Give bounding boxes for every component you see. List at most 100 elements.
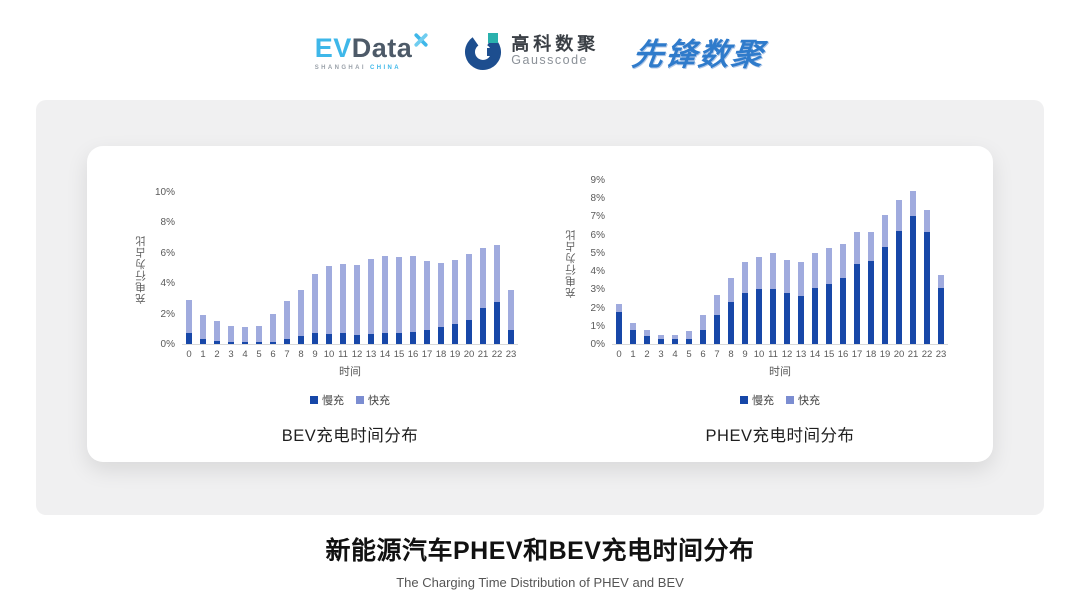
slow-charge-segment xyxy=(812,287,818,344)
slow-charge-segment xyxy=(480,307,486,344)
slow-charge-segment xyxy=(200,338,206,344)
fast-charge-segment xyxy=(326,265,332,335)
stacked-bar xyxy=(812,252,818,344)
gausscode-logo: 高科数聚 Gausscode xyxy=(463,31,599,71)
y-tick-label: 0% xyxy=(590,339,605,350)
stacked-bar xyxy=(728,277,734,344)
plot-area xyxy=(182,193,518,345)
slow-charge-segment xyxy=(326,334,332,344)
stacked-bar xyxy=(284,301,290,344)
y-tick-label: 2% xyxy=(590,302,605,314)
bar-slot xyxy=(850,181,864,344)
slow-charge-segment xyxy=(672,339,678,344)
slow-charge-segment xyxy=(466,319,472,344)
y-tick-label: 10% xyxy=(154,187,175,198)
slow-charge-segment xyxy=(798,295,804,344)
x-tick-label: 4 xyxy=(672,349,678,360)
stacked-bar xyxy=(784,260,790,344)
y-tick-label: 6% xyxy=(590,229,605,241)
y-tick-label: 9% xyxy=(590,175,605,186)
stacked-bar xyxy=(508,290,514,344)
fast-charge-segment xyxy=(686,331,692,339)
x-tick-label: 8 xyxy=(298,349,304,360)
slow-charge-segment xyxy=(508,329,514,344)
y-tick-label: 3% xyxy=(590,284,605,296)
x-tick-label: 17 xyxy=(421,349,433,360)
bev-chart: 充电行为占比 0% 2% 4% 6% 8% 10% 0 1 2 3 4 5 6 7 8 9 10 11 12 13 14 1… xyxy=(132,188,518,446)
bar-slot xyxy=(612,181,626,344)
y-tick-label: 5% xyxy=(590,247,605,259)
fast-charge-segment xyxy=(854,231,860,264)
slow-charge-segment xyxy=(644,335,650,344)
stacked-bar xyxy=(494,245,500,344)
fast-charge-swatch xyxy=(356,396,364,404)
x-tick-label: 21 xyxy=(907,349,919,360)
fast-charge-segment xyxy=(784,260,790,293)
x-axis-title: 时间 xyxy=(769,366,791,378)
fast-charge-swatch xyxy=(786,396,794,404)
bar-slot xyxy=(210,193,224,344)
bar-slot xyxy=(224,193,238,344)
evdata-sub-china: CHINA xyxy=(370,64,401,71)
stacked-bar xyxy=(658,334,664,344)
fast-charge-segment xyxy=(798,262,804,296)
fast-charge-segment xyxy=(658,334,664,340)
fast-charge-segment xyxy=(382,255,388,334)
y-axis: 0% 1% 2% 3% 4% 5% 6% 7% 8% 9% xyxy=(578,176,612,350)
slow-charge-segment xyxy=(494,302,500,344)
bar-slot xyxy=(864,181,878,344)
fast-charge-segment xyxy=(480,248,486,308)
x-tick-label: 23 xyxy=(935,349,947,360)
slow-charge-segment xyxy=(186,332,192,344)
y-axis-title: 充电行为占比 xyxy=(564,228,577,298)
bar-slot xyxy=(738,181,752,344)
stacked-bar xyxy=(382,255,388,344)
y-tick-label: 2% xyxy=(160,308,175,320)
fast-charge-segment xyxy=(826,248,832,284)
y-tick-label: 8% xyxy=(160,217,175,229)
bar-slot xyxy=(654,181,668,344)
stacked-bar xyxy=(910,190,916,344)
slow-charge-segment xyxy=(784,292,790,344)
bar-slot xyxy=(238,193,252,344)
stacked-bar xyxy=(672,334,678,344)
legend: 慢充 快充 xyxy=(182,379,518,408)
evdata-sub-shanghai: SHANGHAI xyxy=(314,64,366,71)
evdata-data-text: Data xyxy=(351,32,413,63)
fast-charge-segment xyxy=(438,263,444,328)
plot-row: 充电行为占比 0% 2% 4% 6% 8% 10% xyxy=(132,188,518,350)
bar-slot xyxy=(920,181,934,344)
bar-slot xyxy=(182,193,196,344)
stacked-bar xyxy=(630,323,636,344)
footer: 新能源汽车PHEV和BEV充电时间分布 The Charging Time Di… xyxy=(0,531,1080,590)
fast-charge-segment xyxy=(616,303,622,313)
slow-charge-segment xyxy=(284,338,290,344)
y-tick-label: 7% xyxy=(590,211,605,223)
x-tick-label: 18 xyxy=(435,349,447,360)
slow-charge-segment xyxy=(382,333,388,344)
stacked-bar xyxy=(214,321,220,344)
chart-title: BEV充电时间分布 xyxy=(281,427,419,445)
fast-charge-segment xyxy=(700,314,706,331)
slow-charge-segment xyxy=(368,334,374,344)
fast-charge-segment xyxy=(770,252,776,290)
bar-slot xyxy=(710,181,724,344)
bar-slot xyxy=(752,181,766,344)
fast-charge-segment xyxy=(466,254,472,320)
main-title: 新能源汽车PHEV和BEV充电时间分布 xyxy=(325,537,755,565)
x-tick-label: 16 xyxy=(407,349,419,360)
stacked-bar xyxy=(368,258,374,344)
fast-charge-segment xyxy=(452,259,458,325)
slow-charge-segment xyxy=(340,333,346,344)
fast-charge-segment xyxy=(424,261,430,330)
bar-slot xyxy=(626,181,640,344)
stacked-bar xyxy=(714,294,720,344)
fast-charge-segment xyxy=(812,252,818,288)
x-tick-label: 8 xyxy=(728,349,734,360)
bar-slot xyxy=(378,193,392,344)
fast-charge-segment xyxy=(256,325,262,343)
y-tick-label: 1% xyxy=(590,320,605,332)
slow-charge-segment xyxy=(424,329,430,344)
bar-slot xyxy=(934,181,948,344)
logo-header: EV Data SHANGHAI CHINA 高科数聚 Gausscode xyxy=(0,20,1080,82)
